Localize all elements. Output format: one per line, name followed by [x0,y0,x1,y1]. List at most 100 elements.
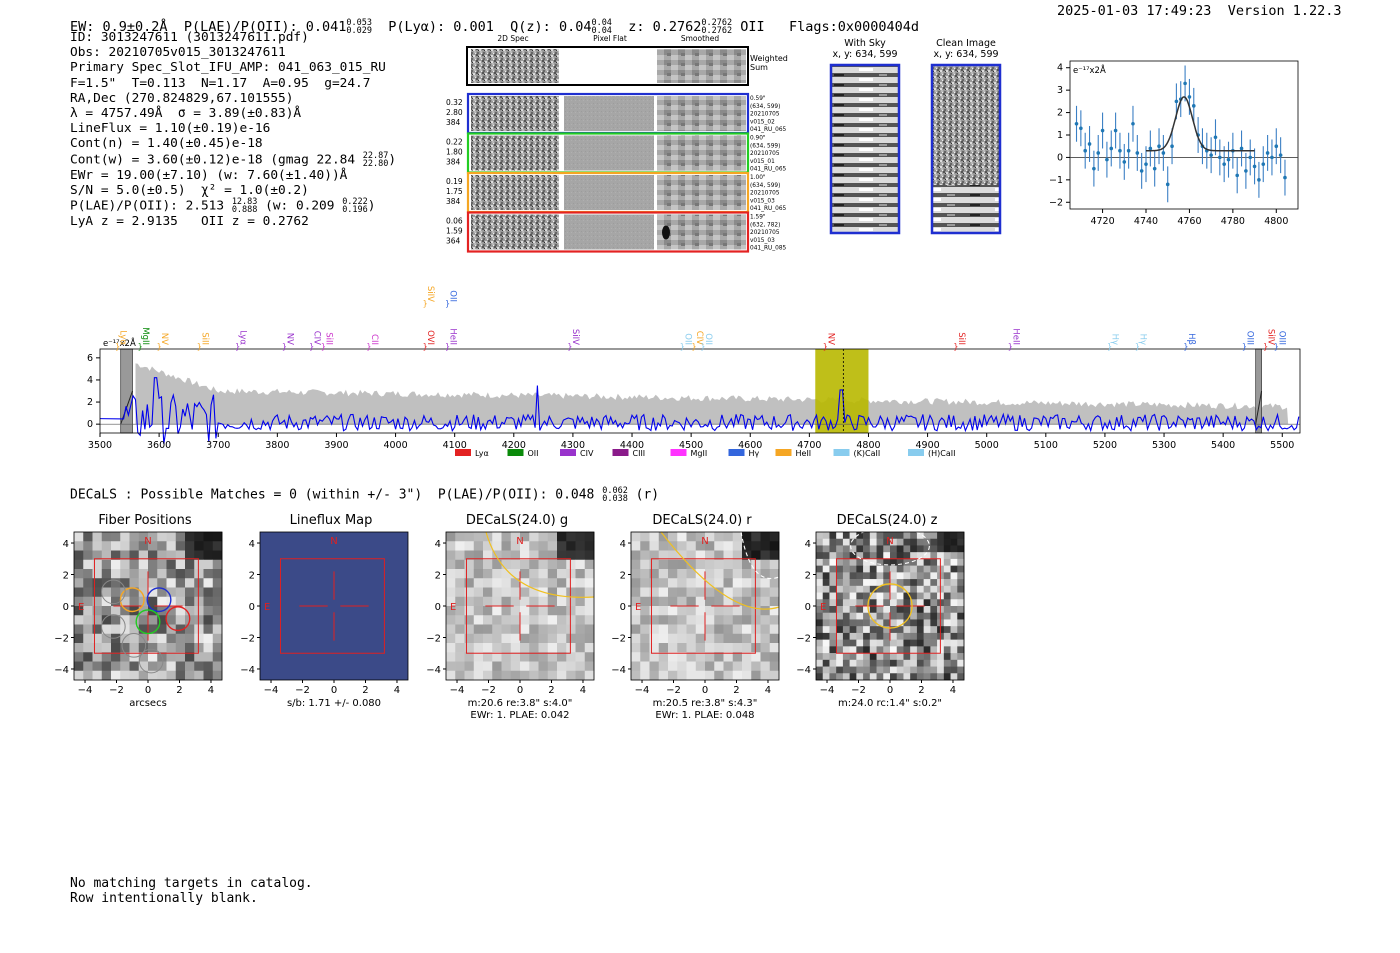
image-pixel [937,545,945,553]
image-pixel [943,538,951,546]
image-pixel [856,666,864,674]
panel-x-tick-label: 0 [145,685,151,696]
image-pixel [930,673,938,681]
spectrum-x-tick-label: 3700 [206,440,230,451]
image-pixel [446,578,456,588]
image-pixel [157,578,167,588]
image-pixel [464,661,475,672]
image-pixel [863,558,871,566]
panel-caption: s/b: 1.71 +/- 0.080 [287,698,381,709]
image-pixel [212,633,223,644]
image-pixel [74,587,84,598]
image-pixel [896,552,904,560]
image-pixel [903,565,911,573]
image-pixel [194,587,204,598]
image-pixel [705,652,715,662]
image-pixel [547,569,558,579]
image-pixel [566,559,576,570]
image-pixel [695,569,706,579]
panel-x-tick-label: −2 [295,685,310,696]
zoom-point [1226,157,1231,162]
emission-line-marker: } [423,342,428,351]
zoom-point [1170,144,1174,149]
image-pixel [547,596,558,607]
image-pixel [916,639,924,647]
panel-y-tick-label: 4 [249,539,255,550]
spectrum-y-tick-label: 4 [87,375,93,386]
image-pixel [816,659,824,667]
image-pixel [83,615,93,625]
cutout-row-meta: v015_03 [750,238,775,244]
image-pixel [575,569,586,579]
image-pixel [723,615,734,625]
image-pixel [943,653,951,661]
panel-x-tick-label: 2 [733,685,739,696]
image-pixel [950,572,958,580]
weighted-label: Weighted [750,54,788,63]
image-pixel [148,578,158,588]
image-pixel [863,599,871,607]
image-pixel [903,552,911,560]
image-pixel [890,632,898,640]
image-pixel [529,643,539,653]
image-pixel [723,624,734,635]
image-pixel [83,559,93,570]
zoom-point [1161,151,1166,155]
image-pixel [547,670,558,681]
image-pixel [129,541,140,551]
image-pixel [695,541,706,551]
image-pixel [714,541,724,551]
image-pixel [92,532,103,542]
clean-label: Clean Image [936,38,996,49]
cutout-row-meta: v015_03 [750,198,775,204]
cutout-row-meta: (632, 782) [750,222,780,228]
image-pixel [455,606,465,616]
image-pixel [890,579,898,587]
panel-x-tick-label: 4 [950,685,956,696]
image-pixel [148,633,158,644]
image-pixel [631,652,641,662]
image-pixel [74,615,84,625]
image-pixel [856,565,864,573]
spectrum-x-tick-label: 4000 [383,440,407,451]
cutout-flat [564,214,654,250]
image-pixel [203,532,214,542]
image-pixel [575,550,586,561]
image-pixel [464,633,475,644]
image-pixel [916,599,924,607]
image-pixel [575,578,586,588]
image-pixel [584,550,595,561]
image-pixel [836,592,844,600]
image-pixel [492,559,502,570]
neighbor-ellipse [740,531,780,579]
image-pixel [83,578,93,588]
cutout-row-meta: 20210705 [750,230,780,236]
image-pixel [677,541,687,551]
image-pixel [863,619,871,627]
north-label: N [144,536,151,547]
legend-label: CIII [633,449,646,458]
image-pixel [686,661,697,672]
cutout-2dspec [471,214,559,250]
image-pixel [129,587,140,598]
zoom-point [1092,166,1096,171]
image-pixel [836,538,844,546]
image-pixel [446,661,456,672]
image-pixel [464,541,475,551]
zoom-point [1183,81,1187,86]
legend-swatch [775,449,792,456]
image-pixel [483,541,493,551]
image-pixel [957,626,965,634]
fiber-circle [146,587,172,613]
image-pixel [869,585,877,593]
cutout-flat [564,96,654,131]
panel-y-tick-label: 0 [249,602,255,613]
image-pixel [957,673,965,681]
image-pixel [575,661,586,672]
image-pixel [937,666,945,674]
cutout-row-meta: 1.00" [750,175,766,181]
image-pixel [896,626,904,634]
image-pixel [501,550,512,561]
image-pixel [501,652,512,662]
image-pixel [631,532,641,542]
